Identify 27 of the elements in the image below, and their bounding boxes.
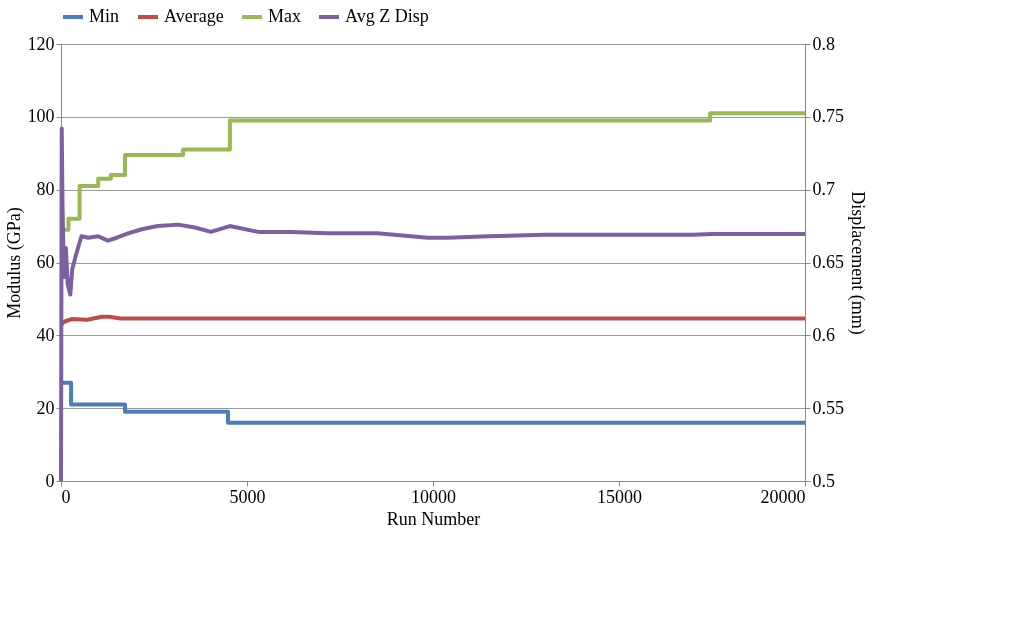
y2-tick-label: 0.5 <box>812 470 835 491</box>
y2-tick-label: 0.8 <box>812 33 835 54</box>
line-series <box>59 126 807 483</box>
y-tick-label: 60 <box>36 252 55 272</box>
y-axis-title: Modulus (GPa) <box>3 207 25 319</box>
x-axis-title: Run Number <box>386 508 481 529</box>
legend-label: Avg Z Disp <box>345 6 429 26</box>
y-tick-label: 40 <box>36 324 55 345</box>
legend-label: Min <box>89 6 120 26</box>
y-tick-label: 0 <box>45 470 55 491</box>
y-tick-label: 120 <box>27 33 55 54</box>
y2-axis-title: Displacement (mm) <box>847 191 868 335</box>
y2-tick-label: 0.65 <box>812 252 844 272</box>
x-tick-label: 20000 <box>760 486 806 507</box>
y2-tick-label: 0.55 <box>812 397 844 418</box>
legend-label: Average <box>164 6 224 26</box>
y-tick-label: 100 <box>27 106 55 127</box>
y-tick-label: 20 <box>36 397 55 418</box>
x-tick-label: 5000 <box>229 486 266 507</box>
y2-tick-label: 0.6 <box>812 324 835 345</box>
legend-label: Max <box>268 6 301 26</box>
y2-tick-label: 0.75 <box>812 106 844 127</box>
y-tick-label: 80 <box>36 179 55 200</box>
y2-tick-label: 0.7 <box>812 179 835 200</box>
x-tick-label: 0 <box>61 486 71 507</box>
x-tick-label: 15000 <box>597 486 642 507</box>
x-tick-label: 10000 <box>411 486 456 507</box>
